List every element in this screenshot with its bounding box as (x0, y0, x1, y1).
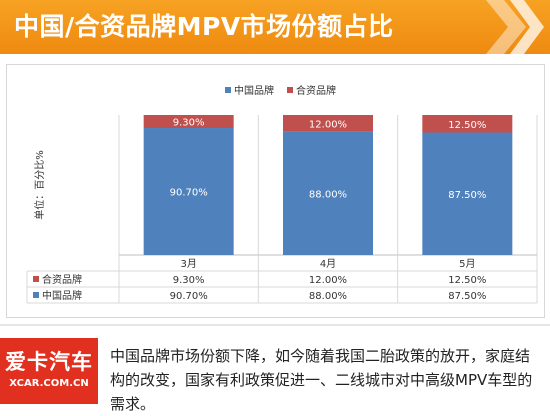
table-cell-1-0: 90.70% (170, 291, 208, 302)
x-tick-label-0: 3月 (180, 258, 196, 270)
x-tick-label-1: 4月 (320, 258, 336, 270)
bar-1-0 (283, 131, 373, 255)
bar-0-0 (143, 128, 234, 255)
table-cell-1-1: 88.00% (309, 291, 347, 302)
header-banner: 中国/合资品牌MPV市场份额占比 (0, 0, 550, 54)
data-label-2-0: 87.50% (448, 190, 486, 201)
legend-label-0: 中国品牌 (234, 84, 274, 97)
table-row-swatch-0 (33, 276, 39, 282)
logo-main-text: 爱卡汽车 (5, 350, 93, 374)
table-row-label-0: 合资品牌 (42, 273, 82, 286)
bar-1-1 (283, 115, 373, 132)
data-label-1-1: 12.00% (309, 119, 347, 130)
page-title: 中国/合资品牌MPV市场份额占比 (14, 12, 394, 41)
legend-swatch-0 (225, 87, 231, 93)
footer-divider (0, 324, 550, 326)
footer: 爱卡汽车 XCAR.COM.CN 中国品牌市场份额下降，如今随着我国二胎政策的放… (0, 324, 550, 413)
table-row-label-1: 中国品牌 (42, 289, 82, 302)
bar-2-1 (422, 115, 513, 133)
chart-legend: 中国品牌 合资品牌 (225, 84, 336, 97)
data-label-1-0: 88.00% (309, 189, 347, 200)
data-label-2-1: 12.50% (448, 120, 486, 131)
logo-sub-text: XCAR.COM.CN (9, 378, 89, 389)
data-label-0-0: 90.70% (170, 188, 208, 199)
legend-label-1: 合资品牌 (296, 84, 336, 97)
double-chevron-right-icon (486, 0, 544, 54)
bar-0-1 (143, 115, 234, 129)
table-row-swatch-1 (33, 292, 39, 298)
table-cell-0-2: 12.50% (448, 275, 486, 286)
y-axis-label: 单位：百分比% (33, 150, 46, 220)
table-cell-0-1: 12.00% (309, 275, 347, 286)
stacked-bar-chart: 中国品牌 合资品牌 单位：百分比% 90.70%9.30%88.00%12.00%… (26, 84, 538, 304)
legend-swatch-1 (287, 87, 293, 93)
data-label-0-1: 9.30% (173, 118, 205, 129)
chart-frame: 中国品牌 合资品牌 单位：百分比% 90.70% 9.30% 88.00% 12.00%… (6, 64, 545, 318)
table-cell-0-0: 9.30% (173, 275, 205, 286)
x-tick-label-2: 5月 (459, 258, 475, 270)
bar-2-0 (422, 132, 513, 255)
plot-area: 90.70% 9.30% 88.00% 12.00% 87.50% 12.50% (118, 115, 538, 256)
footer-description: 中国品牌市场份额下降，如今随着我国二胎政策的放开，家庭结构的改变，国家有利政策促… (110, 347, 533, 413)
xcar-logo: 爱卡汽车 XCAR.COM.CN (0, 338, 98, 404)
table-cell-1-2: 87.50% (448, 291, 486, 302)
